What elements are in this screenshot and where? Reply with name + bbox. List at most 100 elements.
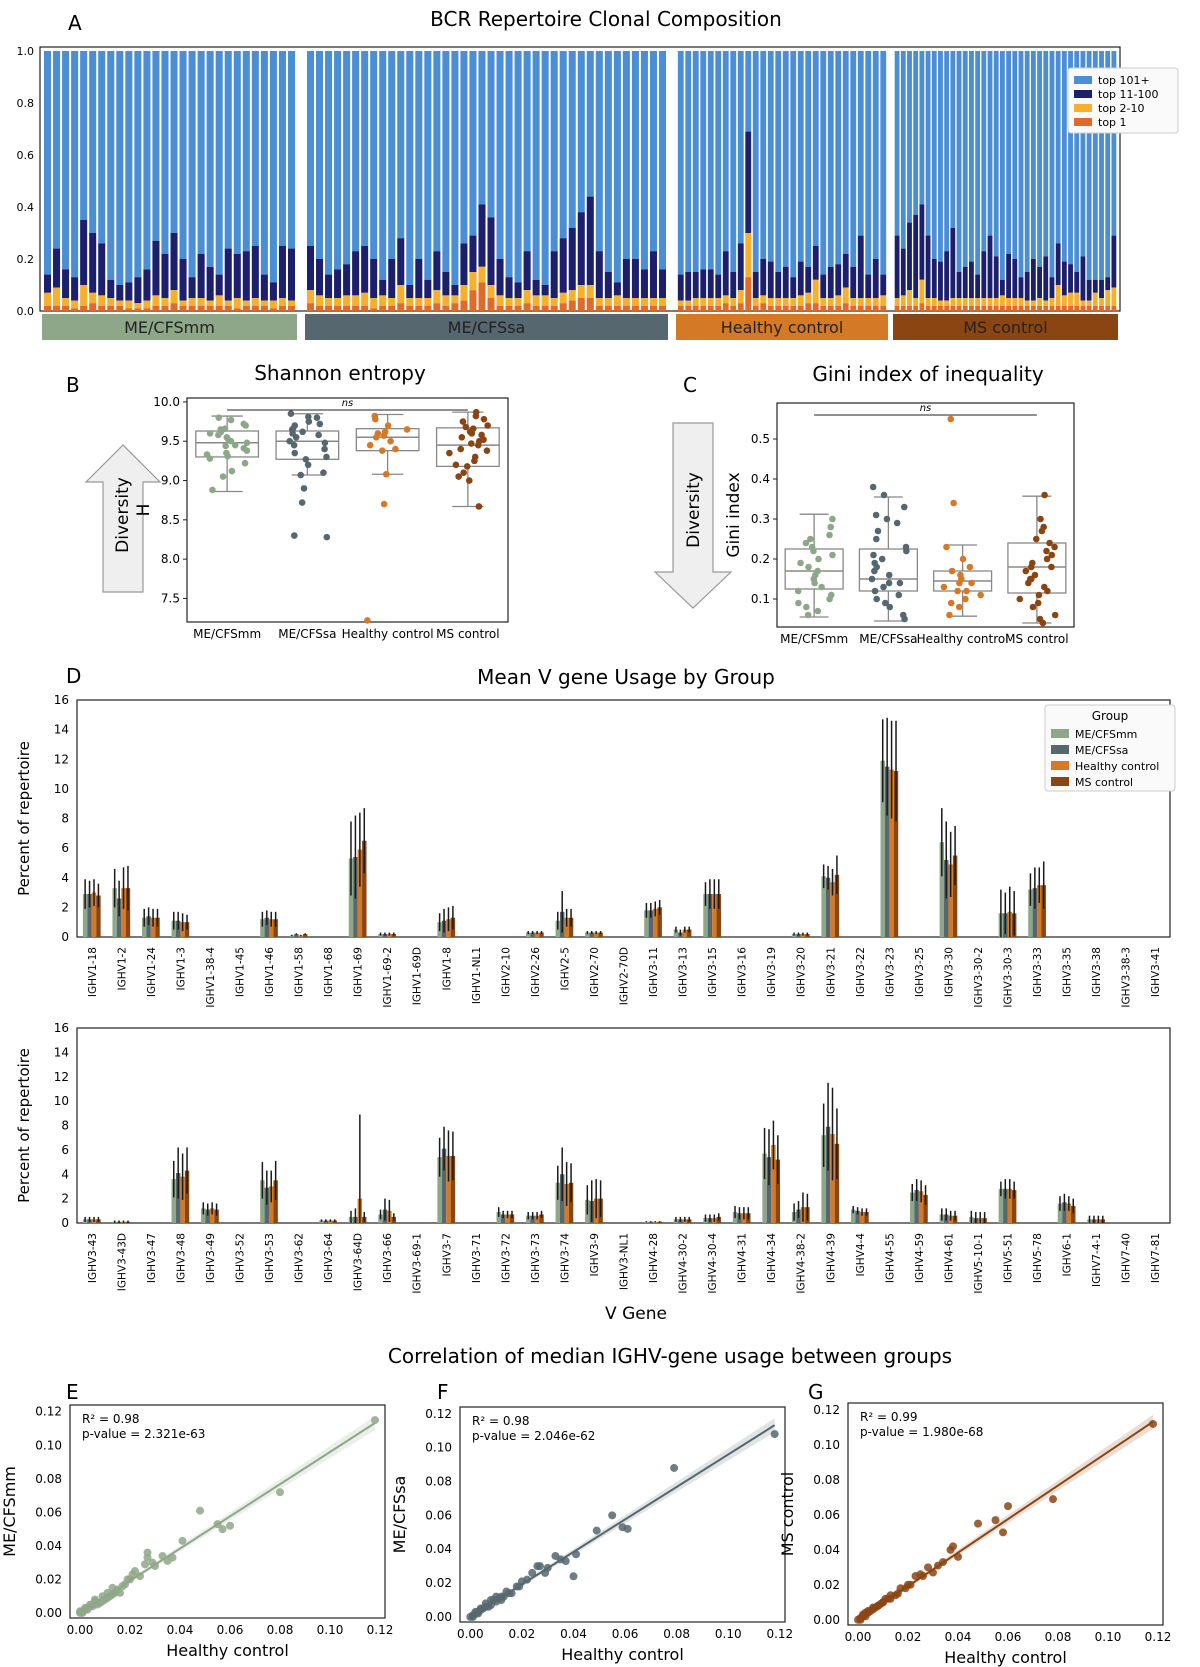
panel-A-bar-top101 (71, 51, 79, 278)
panel-A-bar-top2-10 (919, 279, 925, 304)
panel-A-bar-top1 (361, 305, 369, 311)
layer-B-point (203, 451, 211, 458)
panel-A-bar-top1 (835, 305, 842, 311)
panel-A-bar-top2-10 (89, 292, 97, 304)
layer-E-xtick: 0.02 (117, 1623, 144, 1637)
panel-A-bar-top1 (649, 305, 657, 311)
layer-C-point (963, 587, 970, 595)
panel-A-bar-top11-100 (161, 253, 169, 298)
panel-A-bar-top2-10 (987, 298, 993, 306)
panel-A-bar-top11-100 (233, 253, 241, 298)
panel-A-bar-top2-10 (1024, 300, 1030, 306)
panel-A-bar-top1 (894, 305, 900, 311)
panel-A-bar-top1 (179, 305, 187, 311)
layer-C-point (873, 595, 880, 603)
panel-D-row1-xtick: IGHV1-38-4 (205, 947, 217, 1008)
panel-A-bar-top101 (487, 51, 495, 218)
layer-C-point (1043, 547, 1050, 555)
panel-A-ytick: 1.0 (17, 45, 35, 58)
panel-D-row2-ytick: 16 (54, 1021, 69, 1035)
panel-A-bar-top1 (242, 305, 250, 311)
panel-D-row2-xtick: IGHV3-7 (441, 1233, 453, 1276)
panel-D-bar (673, 929, 679, 937)
layer-C-point (1037, 515, 1044, 523)
panel-D-row1-xtick: IGHV1-3 (175, 947, 187, 990)
panel-A-bar-top101 (233, 51, 241, 254)
layer-C-point (1041, 491, 1048, 499)
panel-A-bar-top1 (767, 305, 774, 311)
panel-A-bar-top1 (737, 303, 744, 311)
panel-A-bar-top101 (685, 51, 692, 272)
panel-A-bar-top1 (352, 305, 360, 311)
panel-EFG-title: Correlation of median IGHV-gene usage be… (388, 1344, 952, 1368)
panel-A-bar-top1 (334, 305, 342, 311)
layer-G-frame (847, 1402, 1164, 1626)
layer-F-point (476, 1604, 485, 1613)
layer-C-point (1022, 567, 1030, 575)
panel-D-row1-xtick: IGHV2-26 (530, 947, 542, 997)
panel-D-row2-xtick: IGHV5-10-1 (973, 1233, 985, 1294)
panel-A-bar-top101 (397, 51, 405, 239)
panel-A-bar-top11-100 (827, 266, 834, 298)
panel-D-row2-xtick: IGHV3-66 (382, 1233, 394, 1283)
panel-A-bar-top2-10 (1105, 290, 1111, 306)
panel-A-bar-top101 (950, 51, 956, 228)
panel-A-bar-top1 (640, 305, 648, 311)
panel-A-bar-top11-100 (962, 266, 968, 298)
layer-F-xtick: 0.00 (457, 1627, 484, 1641)
panel-A-bar-top101 (334, 51, 342, 270)
layer-C-point (947, 599, 955, 607)
panel-A-bar-top11-100 (737, 243, 744, 291)
panel-A-bar-top2-10 (900, 295, 906, 306)
panel-D-bar (918, 1191, 924, 1223)
layer-C-point (871, 567, 878, 575)
panel-D-bar (834, 1143, 840, 1223)
panel-A-bar-top1 (1092, 305, 1098, 311)
layer-B-point (228, 467, 236, 475)
panel-A-bar-top101 (604, 51, 612, 272)
panel-A-bar-top101 (197, 51, 205, 254)
panel-A-bar-top101 (835, 51, 842, 265)
diversity-up-arrow: Diversity (84, 444, 162, 593)
panel-A-bar-top2-10 (379, 295, 387, 306)
panel-D-bar (357, 849, 363, 937)
panel-D-row1-xtick: IGHV1-NL1 (471, 947, 483, 1004)
panel-D-bar (948, 864, 953, 937)
panel-A-bar-top101 (415, 51, 423, 259)
panel-A-bar-top2-10 (287, 300, 296, 306)
panel-D-bar (260, 1180, 265, 1223)
panel-A-bar-top2-10 (805, 292, 812, 304)
panel-A-group-label: MS control (963, 318, 1048, 337)
panel-A-letter: A (68, 11, 82, 35)
panel-D-row1-xtick: IGHV3-41 (1150, 947, 1162, 997)
panel-A-ytick: 0.8 (17, 97, 35, 110)
panel-A-bar-top1 (900, 305, 906, 311)
panel-D-row1-xtick: IGHV3-25 (914, 947, 926, 997)
panel-A-bar-top2-10 (631, 298, 639, 306)
panel-A-bar-top2-10 (1012, 298, 1018, 306)
panel-A-bar-top1 (98, 305, 106, 311)
panel-A-bar-top1 (53, 305, 61, 311)
layer-B-point (227, 416, 235, 424)
panel-A-bar-top101 (523, 51, 531, 252)
panel-A-bar-top2-10 (188, 298, 196, 306)
panel-D-row2-xtick: IGHV4-28 (648, 1233, 660, 1283)
panel-A-bar-top2-10 (812, 279, 819, 304)
panel-D-bar (214, 1209, 219, 1223)
panel-A-bar-top11-100 (1080, 256, 1086, 301)
layer-B-point (462, 423, 470, 431)
panel-A-bar-top101 (460, 51, 468, 244)
panel-D-bar (703, 894, 708, 937)
panel-D-bar (441, 1148, 447, 1223)
panel-A-bar-top1 (880, 305, 887, 311)
panel-A-bar-top1 (775, 305, 782, 311)
layer-G-xtick: 0.06 (995, 1630, 1022, 1644)
layer-E-point (218, 1525, 227, 1534)
panel-D-bar (712, 894, 717, 937)
panel-A-bar-top2-10 (925, 298, 931, 306)
panel-A-bar-top1 (812, 303, 819, 311)
panel-A-bar-top1 (938, 305, 943, 311)
layer-G-ytick: 0.02 (813, 1578, 840, 1592)
panel-D-row1-xtick: IGHV1-58 (294, 947, 306, 997)
panel-A-bar-top1 (1049, 305, 1055, 311)
